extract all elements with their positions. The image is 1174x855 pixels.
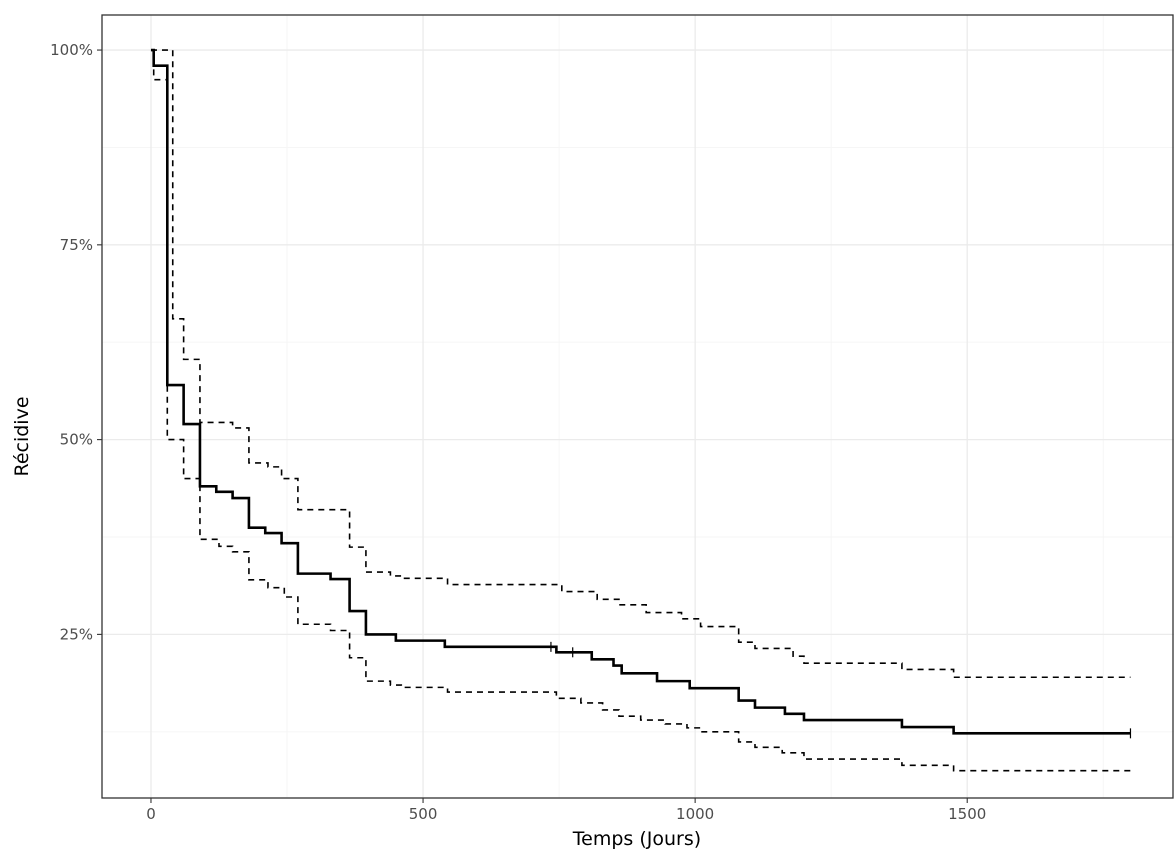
x-tick-label: 500 (409, 805, 438, 823)
confidence-bound-line (150, 49, 1131, 772)
series-lines (150, 48, 1132, 772)
confidence-bound-line (150, 49, 1131, 679)
y-tick-label: 100% (50, 41, 93, 59)
y-tick-label: 25% (60, 625, 93, 643)
y-axis-title: Récidive (11, 396, 33, 476)
survival-curve-line (150, 48, 1131, 735)
panel-border (101, 14, 1174, 799)
x-axis-title: Temps (Jours) (572, 828, 701, 850)
x-tick-label: 1000 (676, 805, 714, 823)
x-tick-label: 1500 (948, 805, 986, 823)
y-tick-label: 50% (60, 431, 93, 449)
y-tick-label: 75% (60, 236, 93, 254)
axis-ticks: 0 500 1000 1500 25% 50% 75% 100% (50, 41, 986, 823)
x-tick-label: 0 (146, 805, 156, 823)
